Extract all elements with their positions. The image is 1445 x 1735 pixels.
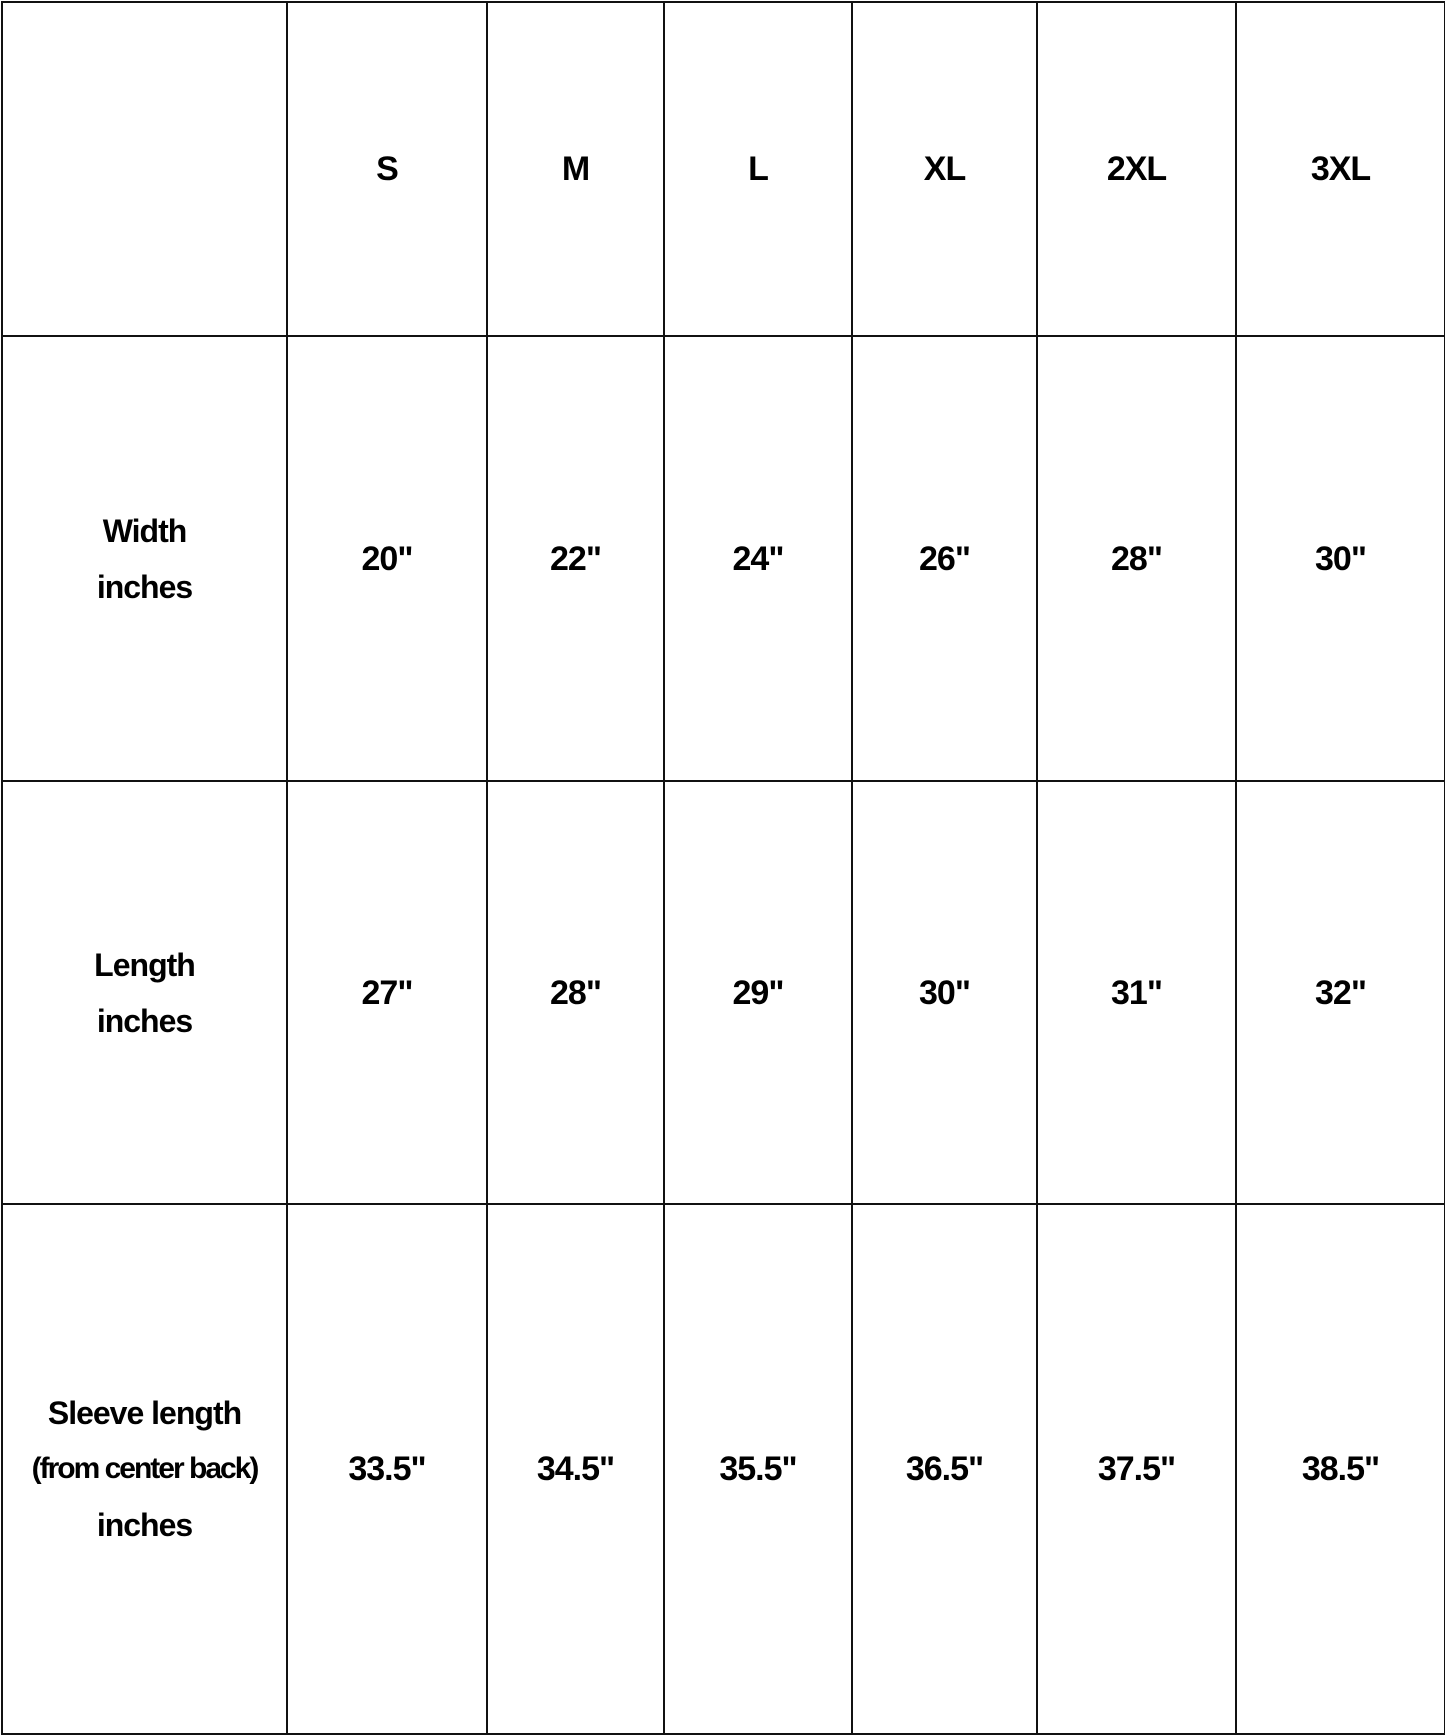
value-cell: 29" [663, 780, 853, 1205]
table-row-width: Width inches 20" 22" 24" 26" 28" 30" [1, 335, 1445, 782]
value-cell: 35.5" [663, 1203, 853, 1735]
row-label-line: Length [94, 946, 196, 983]
value-cell: 24" [663, 335, 853, 782]
value-cell: 20" [286, 335, 488, 782]
value-cell: 32" [1235, 780, 1445, 1205]
table-row-sleeve: Sleeve length (from center back) inches … [1, 1203, 1445, 1735]
table-row-length: Length inches 27" 28" 29" 30" 31" 32" [1, 780, 1445, 1205]
value-cell: 34.5" [486, 1203, 665, 1735]
value-cell: 38.5" [1235, 1203, 1445, 1735]
value-cell: 30" [1235, 335, 1445, 782]
value-cell: 22" [486, 335, 665, 782]
header-row: S M L XL 2XL 3XL [1, 1, 1445, 337]
size-header: 2XL [1036, 1, 1237, 337]
value-cell: 28" [486, 780, 665, 1205]
row-label-line: inches [96, 1002, 193, 1039]
corner-cell [1, 1, 288, 337]
row-label-line: inches [96, 568, 193, 605]
size-header: L [663, 1, 853, 337]
size-header: S [286, 1, 488, 337]
size-header: 3XL [1235, 1, 1445, 337]
size-header: XL [851, 1, 1038, 337]
value-cell: 30" [851, 780, 1038, 1205]
value-cell: 33.5" [286, 1203, 488, 1735]
row-label-line: (from center back) [31, 1452, 260, 1485]
row-label: Length inches [1, 780, 288, 1205]
value-cell: 31" [1036, 780, 1237, 1205]
value-cell: 36.5" [851, 1203, 1038, 1735]
value-cell: 28" [1036, 335, 1237, 782]
row-label-line: Sleeve length [47, 1395, 242, 1431]
size-header: M [486, 1, 665, 337]
row-label-line: inches [96, 1507, 193, 1543]
value-cell: 26" [851, 335, 1038, 782]
row-label: Sleeve length (from center back) inches [1, 1203, 288, 1735]
row-label-line: Width [102, 512, 188, 549]
value-cell: 27" [286, 780, 488, 1205]
value-cell: 37.5" [1036, 1203, 1237, 1735]
row-label: Width inches [1, 335, 288, 782]
